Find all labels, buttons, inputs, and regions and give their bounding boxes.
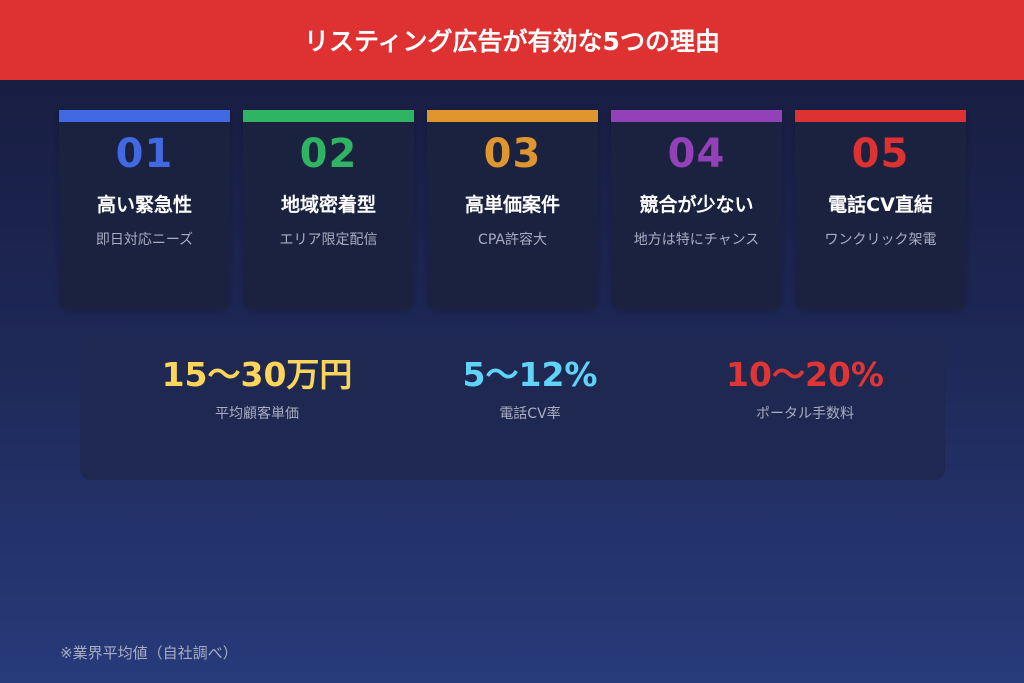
- card-title: 競合が少ない: [639, 194, 754, 216]
- card-number: 02: [299, 131, 358, 177]
- page-title: リスティング広告が有効な5つの理由: [304, 27, 720, 56]
- reason-card: 02 地域密着型エリア限定配信: [243, 110, 414, 310]
- card-accent-bar: [795, 110, 966, 122]
- card-title: 電話CV直結: [828, 194, 933, 216]
- card-number: 03: [483, 131, 542, 177]
- footnote: ※業界平均値（自社調べ）: [60, 644, 238, 662]
- card-accent-bar: [427, 110, 598, 122]
- stat-label: ポータル手数料: [756, 406, 854, 422]
- card-number: 05: [851, 131, 910, 177]
- reason-card: 01 高い緊急性即日対応ニーズ: [59, 110, 230, 310]
- card-accent-bar: [59, 110, 230, 122]
- card-subtitle: ワンクリック架電: [824, 232, 937, 248]
- reason-card: 04 競合が少ない地方は特にチャンス: [611, 110, 782, 310]
- stat-value: 15〜30万円: [161, 355, 353, 394]
- reason-card: 05 電話CV直結ワンクリック架電: [795, 110, 966, 310]
- stat-value: 5〜12%: [462, 355, 598, 394]
- card-subtitle: 地方は特にチャンス: [633, 232, 760, 248]
- card-accent-bar: [243, 110, 414, 122]
- stat-label: 電話CV率: [499, 406, 561, 422]
- stat-label: 平均顧客単価: [215, 406, 299, 422]
- card-subtitle: エリア限定配信: [279, 232, 378, 248]
- card-subtitle: 即日対応ニーズ: [95, 232, 194, 248]
- card-title: 高単価案件: [464, 194, 560, 216]
- card-number: 01: [115, 131, 174, 177]
- stats-panel: 15〜30万円平均顧客単価 5〜12% 電話CV率 10〜20% ポータル手数料: [80, 335, 945, 480]
- card-number: 04: [667, 131, 726, 177]
- card-title: 地域密着型: [280, 194, 376, 216]
- stat-item: 10〜20% ポータル手数料: [665, 355, 945, 423]
- card-title: 高い緊急性: [96, 194, 192, 216]
- stat-item: 5〜12% 電話CV率: [390, 355, 670, 423]
- stat-item: 15〜30万円平均顧客単価: [117, 355, 397, 423]
- card-subtitle: CPA許容大: [478, 232, 547, 248]
- header-banner: リスティング広告が有効な5つの理由: [0, 0, 1024, 80]
- stat-value: 10〜20%: [726, 355, 884, 394]
- card-accent-bar: [611, 110, 782, 122]
- reason-cards: 01 高い緊急性即日対応ニーズ 02 地域密着型エリア限定配信 03 高単価案件 CPA…: [59, 110, 966, 310]
- reason-card: 03 高単価案件 CPA許容大: [427, 110, 598, 310]
